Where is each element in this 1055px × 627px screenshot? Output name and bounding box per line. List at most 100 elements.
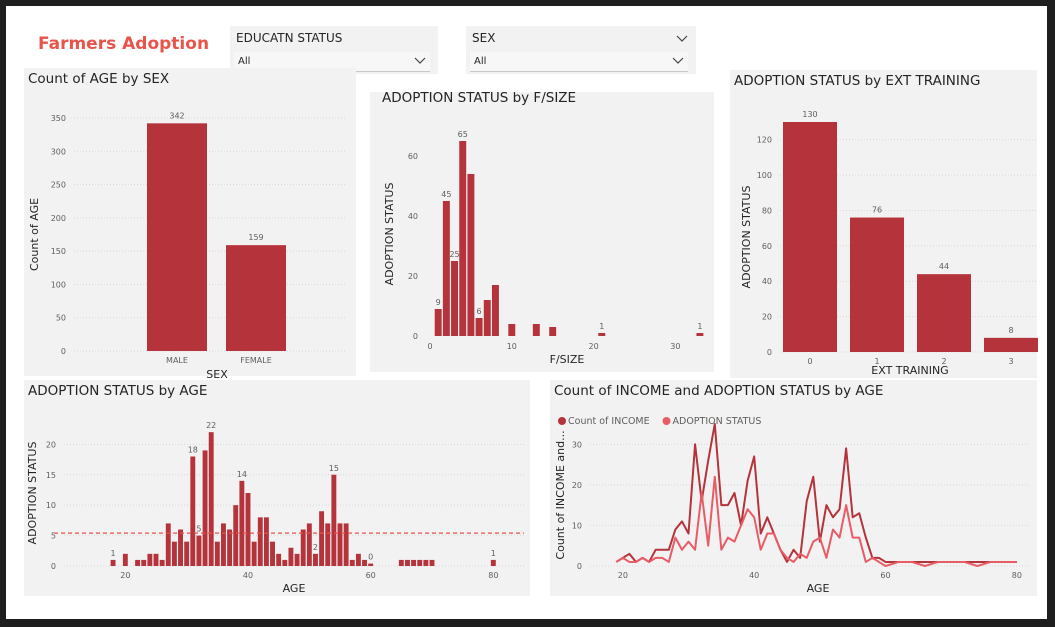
bar <box>221 523 226 566</box>
bar <box>598 333 606 336</box>
y-tick-label: 0 <box>61 347 66 356</box>
adoption-by-ext-training-chart: 0 20 40 60 80 100 120 130 0 76 1 44 2 8 3 EXT TRAINING A… <box>740 110 1038 377</box>
y-axis-title: Count of AGE <box>28 198 41 271</box>
bar <box>294 553 300 566</box>
bar <box>405 559 410 566</box>
x-tick-label: FEMALE <box>240 356 272 365</box>
bar <box>984 337 1038 352</box>
sex-slicer[interactable]: SEX All <box>466 26 696 74</box>
y-tick-label: 60 <box>762 242 772 251</box>
y-tick-label: 10 <box>572 521 582 530</box>
bar <box>451 261 459 336</box>
adoption-by-age-chart: 0 5 10 15 20 1 18 5 22 14 2 15 0 1 20 40 60 80 AGE ADOPTION… <box>26 421 524 595</box>
bar <box>184 541 190 566</box>
data-label: 2 <box>313 543 318 552</box>
bar <box>368 563 374 566</box>
sex-dropdown[interactable]: All <box>470 52 688 72</box>
bar <box>343 523 349 566</box>
bar <box>434 309 442 336</box>
bar <box>362 559 367 566</box>
data-label: 14 <box>237 470 247 479</box>
bar <box>783 122 837 352</box>
age-by-sex-panel[interactable]: Count of AGE by SEX 0 50 100 150 200 250 300 35… <box>24 68 356 381</box>
data-label: 45 <box>441 190 451 199</box>
bar <box>696 333 704 336</box>
y-axis-title: ADOPTION STATUS <box>383 183 396 286</box>
y-tick-label: 20 <box>408 272 418 281</box>
y-tick-label: 10 <box>46 501 56 510</box>
chart-title: ADOPTION STATUS by F/SIZE <box>382 90 577 106</box>
bar <box>467 174 475 336</box>
series-line <box>615 475 1017 567</box>
slicer-value: All <box>474 56 487 67</box>
bar <box>147 553 153 566</box>
x-tick-label: 1 <box>874 357 879 366</box>
adoption-by-age-panel[interactable]: ADOPTION STATUS by AGE 0 5 10 15 20 1 18 5 22 14 2… <box>24 380 530 596</box>
income-adoption-by-age-panel[interactable]: Count of INCOME and ADOPTION STATUS by A… <box>550 380 1037 596</box>
y-axis-title: Count of INCOME and... <box>554 430 567 559</box>
x-tick-label: 40 <box>749 571 759 580</box>
education-status-slicer[interactable]: EDUCATN STATUS All <box>230 26 438 74</box>
bar <box>288 547 294 566</box>
adoption-by-ext-training-panel[interactable]: ADOPTION STATUS by EXT TRAINING 0 20 40 60 8… <box>730 70 1038 378</box>
legend-entry: Count of INCOME <box>568 416 650 427</box>
bar <box>475 318 483 336</box>
data-label: 65 <box>458 130 468 139</box>
y-tick-label: 0 <box>51 562 56 571</box>
y-tick-label: 100 <box>51 280 66 289</box>
slicer-label: SEX <box>472 31 496 45</box>
x-tick-label: 30 <box>670 342 680 351</box>
data-label: 1 <box>111 549 116 558</box>
bar <box>349 559 355 566</box>
y-tick-label: 80 <box>762 206 772 215</box>
adoption-by-fsize-panel[interactable]: ADOPTION STATUS by F/SIZE 0 20 40 60 9 45 25 65… <box>358 86 722 380</box>
bar <box>263 517 269 566</box>
bar <box>423 559 429 566</box>
data-label: 22 <box>206 421 216 430</box>
report-canvas: Farmers Adoption EDUCATN STATUS All SEX … <box>6 6 1047 619</box>
bar <box>282 559 288 566</box>
bar <box>276 553 282 566</box>
bar <box>306 523 312 566</box>
chart-title: ADOPTION STATUS by EXT TRAINING <box>734 73 981 89</box>
bar <box>850 217 904 352</box>
bar <box>135 559 141 566</box>
x-tick-label: 40 <box>243 571 253 580</box>
bar <box>226 245 286 351</box>
bar <box>257 517 263 566</box>
y-tick-label: 15 <box>46 471 56 480</box>
bar <box>122 553 128 566</box>
x-tick-label: 20 <box>618 571 628 580</box>
data-label: 0 <box>368 553 373 562</box>
bar <box>214 541 220 566</box>
x-tick-label: 0 <box>427 342 432 351</box>
data-label: 44 <box>939 262 949 271</box>
y-tick-label: 120 <box>757 136 772 145</box>
bar <box>508 324 516 336</box>
data-label: 9 <box>436 298 441 307</box>
y-tick-label: 20 <box>572 481 582 490</box>
slicer-label: EDUCATN STATUS <box>236 31 343 45</box>
chevron-down-icon <box>414 57 426 64</box>
data-label: 159 <box>248 233 263 242</box>
bar <box>251 541 257 566</box>
data-label: 342 <box>169 111 184 120</box>
x-tick-label: 20 <box>120 571 130 580</box>
y-tick-label: 40 <box>762 277 772 286</box>
bar <box>337 523 343 566</box>
bar <box>171 541 177 566</box>
x-tick-label: 0 <box>807 357 812 366</box>
data-label: 6 <box>477 307 482 316</box>
data-label: 25 <box>449 250 459 259</box>
y-axis-title: ADOPTION STATUS <box>740 186 753 289</box>
data-label: 76 <box>872 206 882 215</box>
bar <box>227 529 233 566</box>
bar <box>141 559 147 566</box>
bar <box>196 535 202 566</box>
bar <box>147 123 207 351</box>
bar <box>165 523 171 566</box>
bar <box>491 285 499 336</box>
data-label: 1 <box>697 322 702 331</box>
y-axis-title: ADOPTION STATUS <box>26 442 39 545</box>
bar <box>300 529 306 566</box>
